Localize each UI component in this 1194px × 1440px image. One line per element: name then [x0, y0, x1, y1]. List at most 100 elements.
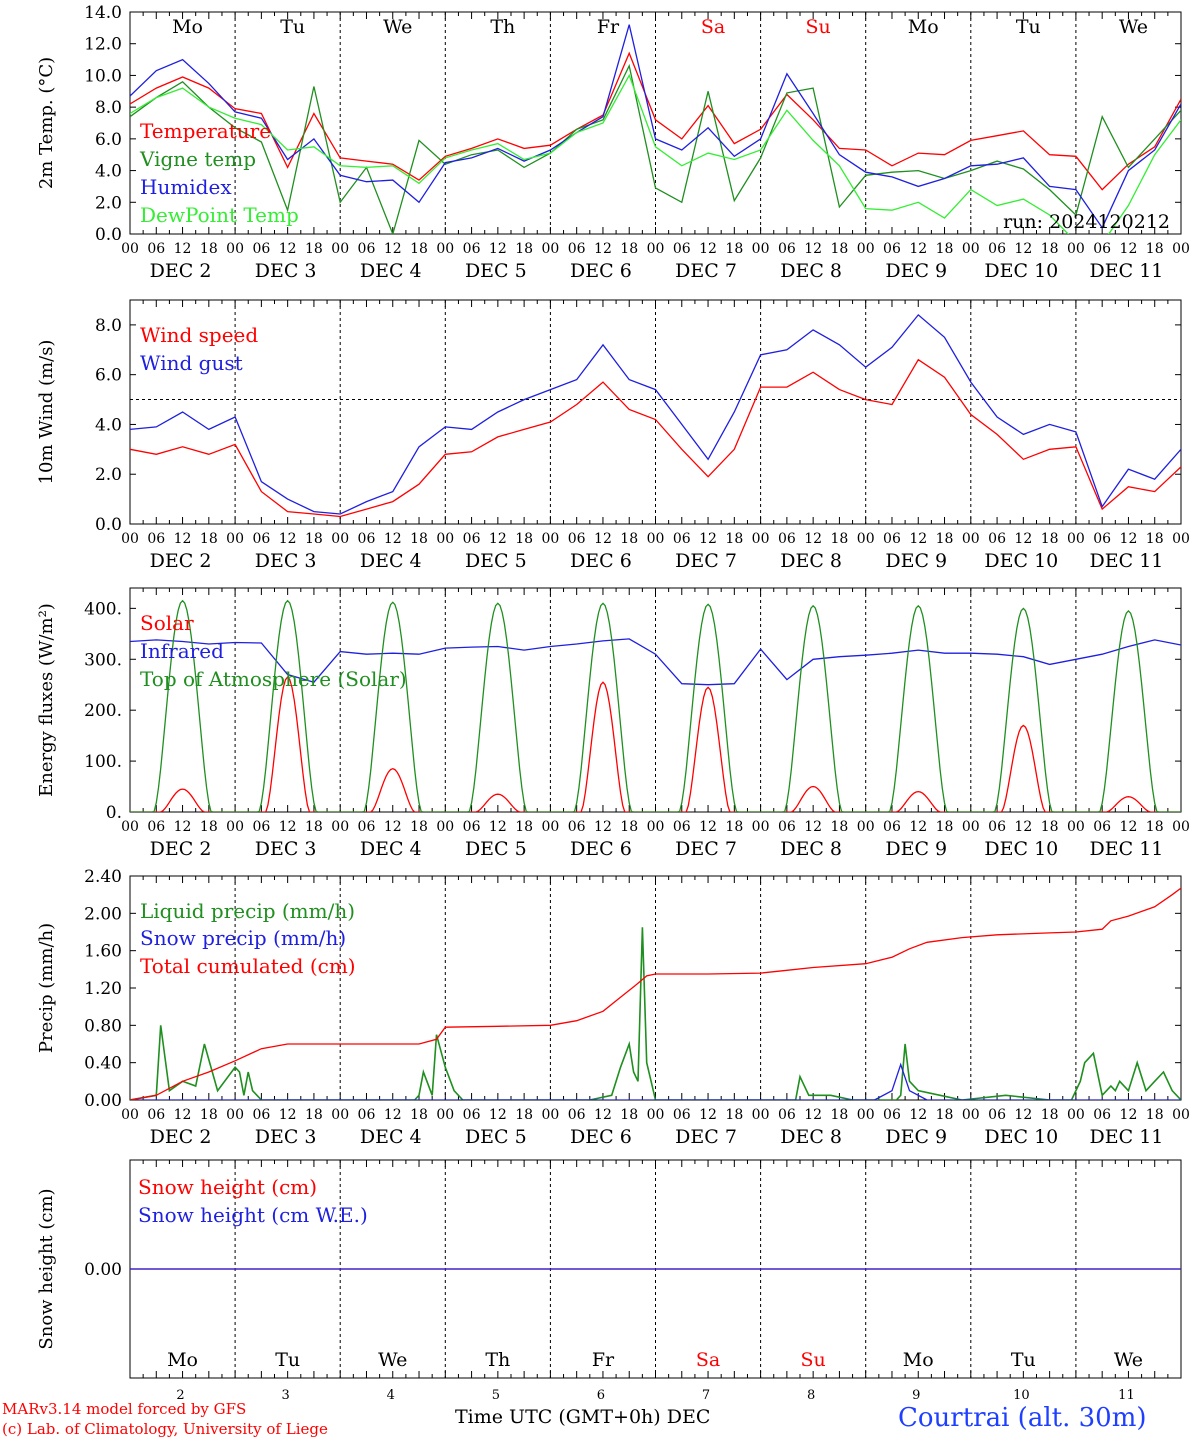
date-label: DEC 2: [150, 550, 212, 572]
x-tick-label: 12: [1014, 241, 1032, 257]
date-label: DEC 10: [984, 550, 1058, 572]
x-tick-label: 12: [489, 1107, 507, 1123]
x-tick-label: 12: [1014, 531, 1032, 547]
x-tick-label: 06: [988, 1107, 1006, 1123]
panel-3: 0. 100. 200. 300. 400. Energy fluxes (W/m²) So…: [36, 587, 1190, 860]
weekday-label: Mo: [908, 16, 939, 38]
x-tick-label: 00: [1067, 531, 1085, 547]
x-tick-label: 00: [857, 531, 875, 547]
x-tick-label: 18: [831, 1107, 849, 1123]
weekday-label: We: [383, 16, 412, 38]
x-tick-label: 18: [515, 819, 533, 835]
time-axis-label: Time UTC (GMT+0h) DEC: [455, 1406, 711, 1428]
series-line-liquid-precip-mm-h-: [130, 927, 1181, 1100]
x-tick-label: 06: [147, 531, 165, 547]
date-label: DEC 6: [570, 260, 632, 282]
x-tick-label: 18: [620, 241, 638, 257]
legend-entry: Infrared: [140, 639, 224, 663]
x-tick-label: 00: [962, 1107, 980, 1123]
legend-entry: Snow height (cm W.E.): [138, 1203, 368, 1227]
x-tick-label: 00: [541, 531, 559, 547]
x-tick-label: 12: [804, 531, 822, 547]
x-tick-label: 18: [725, 819, 743, 835]
x-tick-label: 00: [436, 1107, 454, 1123]
x-tick-label: 18: [200, 819, 218, 835]
day-number-label: 3: [282, 1388, 290, 1403]
x-tick-label: 12: [594, 1107, 612, 1123]
date-label: DEC 5: [465, 260, 527, 282]
series-line-solar: [130, 676, 1181, 812]
x-tick-label: 18: [200, 241, 218, 257]
x-tick-label: 06: [147, 241, 165, 257]
x-tick-label: 06: [883, 531, 901, 547]
x-tick-label: 18: [200, 1107, 218, 1123]
x-tick-label: 00: [1172, 531, 1190, 547]
x-tick-label: 12: [1120, 531, 1138, 547]
day-number-label: 6: [597, 1388, 605, 1403]
date-label: DEC 3: [255, 1126, 317, 1148]
date-label: DEC 7: [675, 260, 737, 282]
day-number-label: 8: [807, 1388, 815, 1403]
series-group: [130, 887, 1181, 1100]
legend-entry: Vigne temp: [139, 147, 256, 171]
x-tick-label: 06: [673, 531, 691, 547]
panel-5: 0.00 Snow height (cm) Snow height (cm) Snow…: [36, 1159, 1182, 1403]
series-group: [130, 313, 1181, 518]
x-tick-label: 12: [279, 819, 297, 835]
x-tick-label: 12: [909, 1107, 927, 1123]
x-tick-label: 00: [647, 819, 665, 835]
plot-frame: [129, 299, 1182, 525]
x-tick-label: 06: [147, 819, 165, 835]
x-tick-label: 06: [778, 241, 796, 257]
date-label: DEC 7: [675, 838, 737, 860]
x-tick-label: 12: [804, 241, 822, 257]
y-axis-label: 10m Wind (m/s): [36, 340, 57, 485]
y-tick-label: 0.00: [84, 1260, 122, 1280]
x-tick-label: 00: [752, 531, 770, 547]
date-label: DEC 2: [150, 260, 212, 282]
x-tick-label: 12: [279, 241, 297, 257]
series-group: [130, 599, 1181, 812]
weekday-label: Th: [485, 1349, 510, 1371]
date-label: DEC 11: [1090, 1126, 1164, 1148]
x-tick-label: 00: [226, 241, 244, 257]
model-credit: MARv3.14 model forced by GFS: [2, 1400, 247, 1418]
x-tick-label: 00: [436, 819, 454, 835]
x-tick-label: 06: [463, 241, 481, 257]
x-tick-label: 00: [752, 819, 770, 835]
date-label: DEC 8: [780, 838, 842, 860]
plot-frame: [129, 587, 1182, 813]
x-tick-label: 12: [594, 241, 612, 257]
x-tick-label: 06: [463, 531, 481, 547]
y-tick-label: 2.00: [84, 904, 122, 924]
y-axis-label: 2m Temp. (°C): [36, 57, 57, 189]
x-tick-label: 00: [121, 531, 139, 547]
x-tick-label: 06: [358, 241, 376, 257]
x-tick-label: 12: [804, 819, 822, 835]
y-tick-label: 200.: [84, 701, 122, 721]
x-tick-label: 06: [988, 241, 1006, 257]
x-tick-label: 18: [1041, 819, 1059, 835]
series-line-snow-precip-mm-h-: [130, 1062, 1181, 1100]
day-number-label: 5: [492, 1388, 500, 1403]
panel-2: 0.0 2.0 4.0 6.0 8.0 10m Wind (m/s) Wind speed W…: [36, 299, 1190, 572]
x-tick-label: 06: [883, 241, 901, 257]
date-label: DEC 8: [780, 260, 842, 282]
date-label: DEC 3: [255, 260, 317, 282]
series-line-total-cumulated-cm-: [130, 887, 1181, 1100]
x-tick-label: 18: [831, 241, 849, 257]
date-label: DEC 5: [465, 838, 527, 860]
date-label: DEC 4: [360, 838, 422, 860]
legend-entry: Wind speed: [140, 323, 258, 347]
x-tick-label: 00: [331, 241, 349, 257]
date-label: DEC 8: [780, 550, 842, 572]
y-tick-label: 300.: [84, 650, 122, 670]
x-tick-label: 12: [384, 531, 402, 547]
y-tick-label: 2.40: [84, 867, 122, 887]
x-tick-label: 00: [857, 1107, 875, 1123]
x-tick-label: 12: [384, 1107, 402, 1123]
x-tick-label: 12: [384, 819, 402, 835]
x-tick-label: 12: [699, 531, 717, 547]
x-tick-label: 06: [252, 819, 270, 835]
